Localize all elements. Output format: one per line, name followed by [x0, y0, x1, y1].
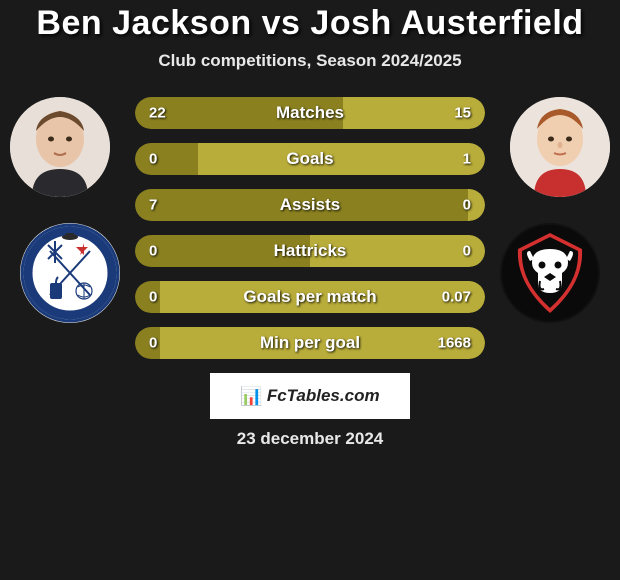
stat-value-left: 0 — [149, 289, 157, 306]
stats-area: Matches2215Goals01Assists70Hattricks00Go… — [0, 93, 620, 359]
stat-value-right: 0.07 — [442, 289, 471, 306]
stat-row: Hattricks0 0 — [135, 235, 485, 267]
comparison-card: Ben Jackson vs Josh Austerfield Club com… — [0, 0, 620, 449]
stat-label: Hattricks — [135, 241, 485, 261]
player2-avatar — [510, 97, 610, 197]
brand-text: FcTables.com — [267, 386, 380, 406]
stat-value-right: 0 — [463, 243, 471, 260]
vs-label: vs — [262, 4, 301, 42]
stat-value-right: 0 — [463, 197, 471, 214]
stat-label: Min per goal — [135, 333, 485, 353]
stat-row: Matches22 15 — [135, 97, 485, 129]
stat-label: Goals — [135, 149, 485, 169]
brand-icon: 📊 — [240, 386, 262, 407]
stat-row: Assists7 0 — [135, 189, 485, 221]
stat-value-left: 22 — [149, 105, 166, 122]
stat-value-left: 0 — [149, 151, 157, 168]
brand-badge: 📊 FcTables.com — [210, 373, 410, 419]
stat-value-left: 0 — [149, 335, 157, 352]
player1-name: Ben Jackson — [36, 4, 251, 42]
stat-value-left: 0 — [149, 243, 157, 260]
stat-value-right: 1668 — [438, 335, 471, 352]
stat-row: Goals per match0 0.07 — [135, 281, 485, 313]
stat-bars: Matches2215Goals01Assists70Hattricks00Go… — [135, 93, 485, 359]
stat-label: Assists — [135, 195, 485, 215]
stat-row: Min per goal0 1668 — [135, 327, 485, 359]
player1-avatar — [10, 97, 110, 197]
stat-row: Goals0 1 — [135, 143, 485, 175]
stat-value-right: 15 — [454, 105, 471, 122]
stat-value-right: 1 — [463, 151, 471, 168]
player2-name: Josh Austerfield — [310, 4, 583, 42]
stat-label: Matches — [135, 103, 485, 123]
footer-date: 23 december 2024 — [0, 429, 620, 449]
player2-club-badge — [500, 223, 600, 323]
stat-value-left: 7 — [149, 197, 157, 214]
player1-club-badge — [20, 223, 120, 323]
subtitle: Club competitions, Season 2024/2025 — [0, 51, 620, 71]
stat-label: Goals per match — [135, 287, 485, 307]
page-title: Ben Jackson vs Josh Austerfield — [0, 4, 620, 43]
